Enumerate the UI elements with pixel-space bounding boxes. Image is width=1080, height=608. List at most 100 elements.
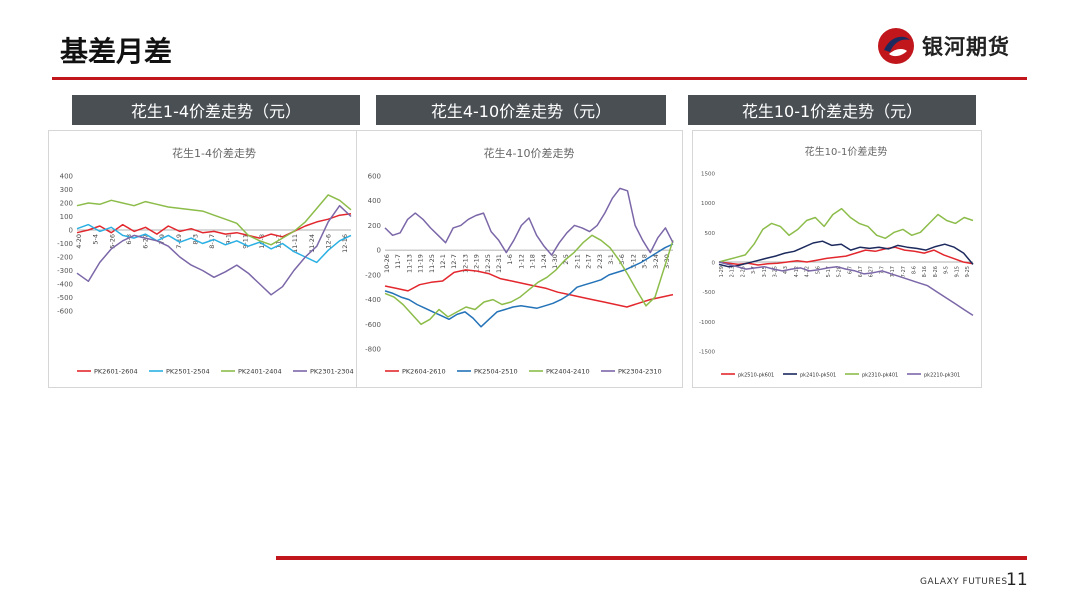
- x-tick-label: 3-12: [629, 254, 637, 269]
- series-line-pk2401-2404: [76, 194, 352, 246]
- x-tick-label: 12-19: [473, 254, 481, 273]
- x-tick-label: 12-25: [484, 254, 492, 273]
- x-tick-label: 3-6: [618, 254, 626, 265]
- legend-label: pk2510-pk601: [738, 373, 774, 379]
- legend-label: PK2501-2504: [166, 368, 210, 376]
- x-tick-label: 12-1: [439, 254, 447, 269]
- chart-title: 花生10-1价差走势: [805, 145, 888, 158]
- series-line-pk2404-2410: [384, 234, 674, 326]
- legend-label: PK2401-2404: [238, 368, 282, 376]
- legend-label: pk2410-pk501: [800, 373, 836, 379]
- x-tick-label: 7-17: [890, 266, 896, 277]
- x-tick-label: 1-29: [719, 266, 725, 277]
- y-tick-label: 0: [712, 261, 716, 267]
- x-tick-label: 9-1: [225, 234, 233, 245]
- x-tick-label: 1-6: [506, 254, 514, 265]
- x-tick-label: 11-24: [308, 234, 316, 253]
- y-tick-label: -500: [703, 290, 716, 296]
- legend-label: PK2404-2410: [546, 368, 590, 376]
- x-tick-label: 11-13: [405, 254, 413, 273]
- x-tick-label: 12-13: [461, 254, 469, 273]
- y-tick-label: 600: [368, 173, 381, 181]
- x-tick-label: 3-15: [762, 266, 768, 277]
- galaxy-logo-icon: [878, 28, 914, 64]
- legend-label: PK2604-2610: [402, 368, 446, 376]
- x-tick-label: 8-17: [208, 234, 216, 249]
- x-tick-label: 5-4: [92, 234, 100, 245]
- chart-panel-1-4: 花生1-4价差走势 400 300 200 100 0 -100 -200 -300 -400 -5…: [48, 130, 359, 388]
- y-tick-label: -600: [365, 321, 381, 329]
- legend-label: PK2601-2604: [94, 368, 138, 376]
- legend-label: pk2310-pk401: [862, 373, 898, 379]
- y-tick-label: -1000: [699, 320, 715, 326]
- x-tick-label: 12-7: [450, 254, 458, 269]
- x-tick-label: 2-25: [740, 266, 746, 277]
- x-tick-label: 9-25: [965, 266, 971, 277]
- x-tick-label: 12-31: [495, 254, 503, 273]
- y-tick-label: -600: [57, 308, 73, 316]
- chart-1-4: 花生1-4价差走势 400 300 200 100 0 -100 -200 -300 -400 -5…: [57, 146, 354, 376]
- x-tick-label: 3-18: [641, 254, 649, 269]
- x-tick-label: 3-7: [751, 266, 757, 274]
- y-tick-label: 100: [60, 213, 73, 221]
- legend-label: pk2210-pk301: [924, 373, 960, 379]
- x-tick-label: 5-17: [826, 266, 832, 277]
- series-line-pk2410-pk501: [718, 240, 974, 268]
- series-line-pk2304-2310: [384, 187, 674, 256]
- series-line-pk2210-pk301: [718, 261, 974, 317]
- x-tick-label: 4-20: [75, 234, 83, 249]
- y-tick-label: -100: [57, 240, 73, 248]
- y-tick-label: -400: [365, 296, 381, 304]
- x-tick-label: 1-24: [540, 254, 548, 269]
- x-tick-label: 11-19: [417, 254, 425, 273]
- page-title: 基差月差: [60, 35, 173, 68]
- x-tick-label: 2-23: [596, 254, 604, 269]
- x-tick-label: 6-8: [125, 234, 133, 245]
- chart-header-4-10: 花生4-10价差走势（元）: [376, 95, 666, 125]
- y-tick-label: -300: [57, 267, 73, 275]
- x-tick-label: 10-26: [383, 254, 391, 273]
- y-tick-label: 200: [60, 200, 73, 208]
- x-tick-label: 5-28: [837, 266, 843, 277]
- legend-label: PK2301-2304: [310, 368, 354, 376]
- x-tick-label: 3-25: [772, 266, 778, 277]
- x-tick-label: 1-12: [517, 254, 525, 269]
- x-tick-label: 2-11: [573, 254, 581, 269]
- chart-header-10-1: 花生10-1价差走势（元）: [688, 95, 976, 125]
- x-tick-label: 7-27: [901, 266, 907, 277]
- x-tick-label: 3-1: [607, 254, 615, 265]
- x-tick-label: 5-26: [108, 234, 116, 249]
- chart-panel-10-1: 花生10-1价差走势 1500 1000 500 0 -500 -1000 -1500 1-29…: [692, 130, 982, 388]
- x-tick-label: 12-16: [341, 234, 349, 253]
- y-tick-label: 1000: [701, 201, 715, 207]
- footer-brand: GALAXY FUTURES: [920, 577, 1008, 587]
- series-line-pk2601-2604: [76, 213, 352, 239]
- x-tick-label: 7-9: [158, 234, 166, 245]
- y-tick-label: -1500: [699, 350, 715, 356]
- x-tick-label: 6-27: [142, 234, 150, 249]
- series-line-pk2604-2610: [384, 269, 674, 308]
- x-tick-label: 3-24: [652, 254, 660, 269]
- chart-title: 花生4-10价差走势: [484, 146, 575, 160]
- x-tick-label: 11-7: [394, 254, 402, 269]
- x-tick-label: 11-1: [275, 234, 283, 249]
- x-tick-label: 4-12: [794, 266, 800, 277]
- chart-title: 花生1-4价差走势: [172, 146, 256, 160]
- y-tick-label: -200: [57, 254, 73, 262]
- chart-header-1-4: 花生1-4价差走势（元）: [72, 95, 360, 125]
- x-tick-label: 6-17: [858, 266, 864, 277]
- y-tick-label: -500: [57, 294, 73, 302]
- x-tick-label: 8-6: [912, 266, 918, 274]
- brand-logo: 银河期货: [876, 26, 1010, 66]
- footer-divider: [276, 556, 1027, 560]
- x-tick-label: 9-5: [944, 266, 950, 274]
- x-tick-label: 9-11: [241, 234, 249, 249]
- series-line-pk2510-pk601: [718, 246, 974, 266]
- x-tick-label: 8-26: [933, 266, 939, 277]
- page-number: 11: [1006, 570, 1028, 590]
- y-tick-label: -400: [57, 281, 73, 289]
- legend-label: PK2304-2310: [618, 368, 662, 376]
- x-tick-label: 2-17: [585, 254, 593, 269]
- y-tick-label: 1500: [701, 172, 715, 178]
- chart-10-1: 花生10-1价差走势 1500 1000 500 0 -500 -1000 -1500 1-29…: [699, 145, 974, 379]
